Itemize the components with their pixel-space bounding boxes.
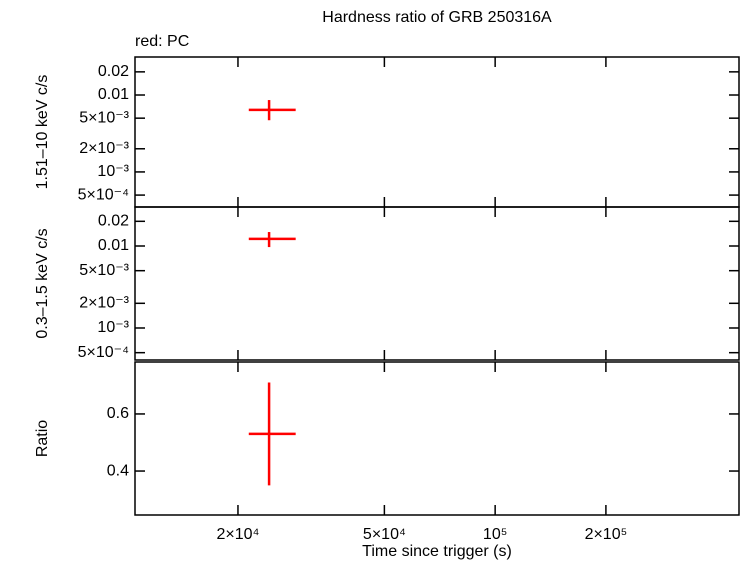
y-tick-label: 0.4 [107,462,129,479]
y-tick-label: 5×10⁻³ [79,109,129,126]
y-tick-label: 5×10⁻⁴ [78,344,129,361]
y-tick-label: 0.6 [107,405,129,422]
y-axis-label: 0.3–1.5 keV c/s [34,228,51,338]
chart-title: Hardness ratio of GRB 250316A [322,9,552,26]
x-tick-label: 5×10⁴ [363,526,406,543]
y-tick-label: 10⁻³ [97,319,129,336]
x-tick-label: 2×10⁵ [585,526,628,543]
y-axis-label: 1.51–10 keV c/s [34,75,51,190]
plot-frame [134,56,740,208]
x-axis-label: Time since trigger (s) [362,543,512,560]
y-axis-label: Ratio [34,420,51,457]
y-tick-label: 10⁻³ [97,163,129,180]
y-tick-label: 5×10⁻⁴ [78,186,129,203]
plot-frame [134,361,740,516]
y-tick-label: 0.01 [98,86,129,103]
plot-frame [134,206,740,361]
y-tick-label: 0.02 [98,63,129,80]
y-tick-label: 0.01 [98,237,129,254]
x-tick-label: 2×10⁴ [217,526,260,543]
y-tick-label: 0.02 [98,213,129,230]
annotation: red: PC [135,33,189,50]
y-tick-label: 2×10⁻³ [79,295,129,312]
y-tick-label: 2×10⁻³ [79,140,129,157]
y-tick-label: 5×10⁻³ [79,262,129,279]
x-tick-label: 10⁵ [483,526,507,543]
